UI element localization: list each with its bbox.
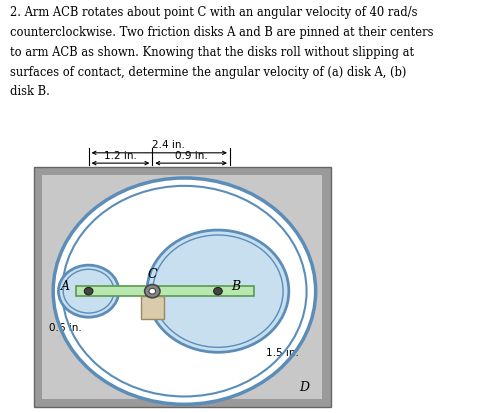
Text: surfaces of contact, determine the angular velocity of (a) disk A, (b): surfaces of contact, determine the angul…: [10, 66, 406, 78]
Bar: [34, 167, 331, 407]
Bar: [42, 175, 322, 399]
Circle shape: [58, 265, 119, 317]
Circle shape: [149, 288, 156, 294]
Text: D: D: [299, 381, 309, 394]
Circle shape: [84, 287, 93, 295]
Text: 2. Arm ACB rotates about point C with an angular velocity of 40 rad/s: 2. Arm ACB rotates about point C with an…: [10, 6, 417, 19]
Text: C: C: [148, 268, 157, 281]
Text: A: A: [61, 280, 70, 293]
Text: B: B: [231, 280, 240, 293]
Text: 0.9 in.: 0.9 in.: [175, 151, 207, 161]
Bar: [141, 297, 164, 319]
Circle shape: [53, 178, 316, 404]
Text: 0.6 in.: 0.6 in.: [48, 323, 81, 333]
Text: counterclockwise. Two friction disks A and B are pinned at their centers: counterclockwise. Two friction disks A a…: [10, 26, 433, 39]
Circle shape: [153, 235, 283, 347]
Text: 1.2 in.: 1.2 in.: [104, 151, 137, 161]
Circle shape: [63, 269, 114, 313]
Circle shape: [147, 230, 289, 352]
Text: 2.4 in.: 2.4 in.: [152, 140, 185, 150]
Bar: [76, 286, 254, 297]
Circle shape: [145, 285, 160, 298]
Circle shape: [214, 287, 222, 295]
Text: 1.5 in.: 1.5 in.: [266, 348, 299, 358]
Text: to arm ACB as shown. Knowing that the disks roll without slipping at: to arm ACB as shown. Knowing that the di…: [10, 46, 414, 59]
Text: disk B.: disk B.: [10, 85, 49, 98]
